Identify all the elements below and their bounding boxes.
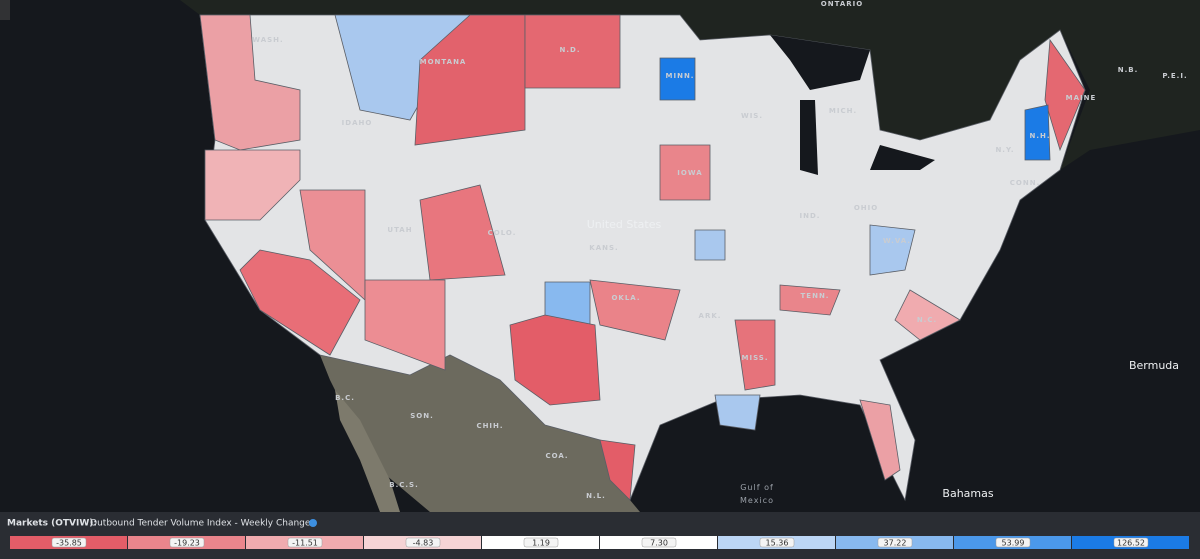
bin-label: 1.19 <box>532 539 550 548</box>
region <box>714 394 761 431</box>
region-label: OHIO <box>854 204 878 212</box>
region-label: KANS. <box>589 244 618 252</box>
bin-label: -11.51 <box>292 539 318 548</box>
region <box>1024 104 1051 161</box>
region <box>859 399 901 481</box>
mexico <box>320 355 640 512</box>
region <box>659 57 696 101</box>
region <box>524 14 621 89</box>
region-label: ONTARIO <box>821 0 863 8</box>
legend-title: Markets (OTVIW): <box>7 519 97 529</box>
region-label: N.H. <box>1029 132 1050 140</box>
sea-label: Mexico <box>740 496 774 505</box>
legend-subtitle: Outbound Tender Volume Index - Weekly Ch… <box>90 519 311 529</box>
region <box>869 224 916 276</box>
bin-label: -19.23 <box>174 539 200 548</box>
region <box>1044 38 1086 152</box>
region-label: CONN. <box>1010 179 1040 187</box>
bin-label: -4.83 <box>413 539 434 548</box>
region-label: CHIH. <box>476 422 503 430</box>
lake <box>800 100 818 175</box>
sea-label: Gulf of <box>740 483 774 492</box>
region-label: UTAH <box>387 226 412 234</box>
region <box>589 279 681 341</box>
region-label: IOWA <box>677 169 702 177</box>
region-label: MINN. <box>666 72 695 80</box>
region-label: MAINE <box>1066 94 1097 102</box>
bin-label-box <box>405 537 441 548</box>
region <box>734 319 776 391</box>
region-label: N.L. <box>586 492 606 500</box>
region <box>694 229 726 261</box>
region <box>199 14 301 151</box>
region-label: ARK. <box>699 312 722 320</box>
region-label: TENN. <box>801 292 830 300</box>
region <box>239 249 361 356</box>
region-label: COA. <box>545 452 568 460</box>
region-label: SON. <box>410 412 434 420</box>
bin-label: 37.22 <box>884 539 907 548</box>
bin-label-box <box>51 537 87 548</box>
bin-label-box <box>995 537 1031 548</box>
place-label: Bermuda <box>1129 359 1179 372</box>
region-label: N.C. <box>917 316 937 324</box>
bin-label: 126.52 <box>1117 539 1145 548</box>
canada <box>180 0 1200 170</box>
region-label: WIS. <box>741 112 763 120</box>
bin-label-box <box>523 537 559 548</box>
place-label: Bahamas <box>942 487 993 500</box>
region-label: N.Y. <box>995 146 1014 154</box>
region-label: MONTANA <box>420 58 467 66</box>
place-label: United States <box>587 218 662 231</box>
region <box>599 439 636 501</box>
region-label: OKLA. <box>611 294 640 302</box>
region-label: B.C. <box>335 394 355 402</box>
region-label: IND. <box>800 212 821 220</box>
region-label: W.VA. <box>883 237 911 245</box>
bin-label-box <box>1113 537 1149 548</box>
corner-button[interactable] <box>0 0 10 20</box>
region-label: MICH. <box>829 107 857 115</box>
region <box>334 14 471 121</box>
bin-label-box <box>759 537 795 548</box>
bin-label: 53.99 <box>1002 539 1025 548</box>
lake <box>770 35 870 90</box>
region-label: P.E.I. <box>1162 72 1187 80</box>
bin-label: 7.30 <box>650 539 668 548</box>
region <box>659 144 711 201</box>
region <box>364 279 446 371</box>
region <box>204 149 301 221</box>
region-label: MISS. <box>742 354 769 362</box>
region <box>894 289 961 341</box>
bin-label-box <box>169 537 205 548</box>
bin-label: -35.85 <box>56 539 82 548</box>
region-label: COLO. <box>488 229 517 237</box>
region <box>779 284 841 316</box>
region-label: WASH. <box>252 36 283 44</box>
region-label: N.D. <box>560 46 581 54</box>
bin-label-box <box>641 537 677 548</box>
region <box>419 184 506 281</box>
baja <box>335 390 400 512</box>
region-label: B.C.S. <box>389 481 419 489</box>
bin-label: 15.36 <box>766 539 789 548</box>
region <box>414 14 526 146</box>
region-label: IDAHO <box>342 119 373 127</box>
region-label: N.B. <box>1118 66 1139 74</box>
info-icon[interactable] <box>309 519 317 527</box>
lake <box>870 145 935 170</box>
region <box>509 314 601 406</box>
bin-label-box <box>877 537 913 548</box>
legend-panel <box>0 512 1200 559</box>
bin-label-box <box>287 537 323 548</box>
